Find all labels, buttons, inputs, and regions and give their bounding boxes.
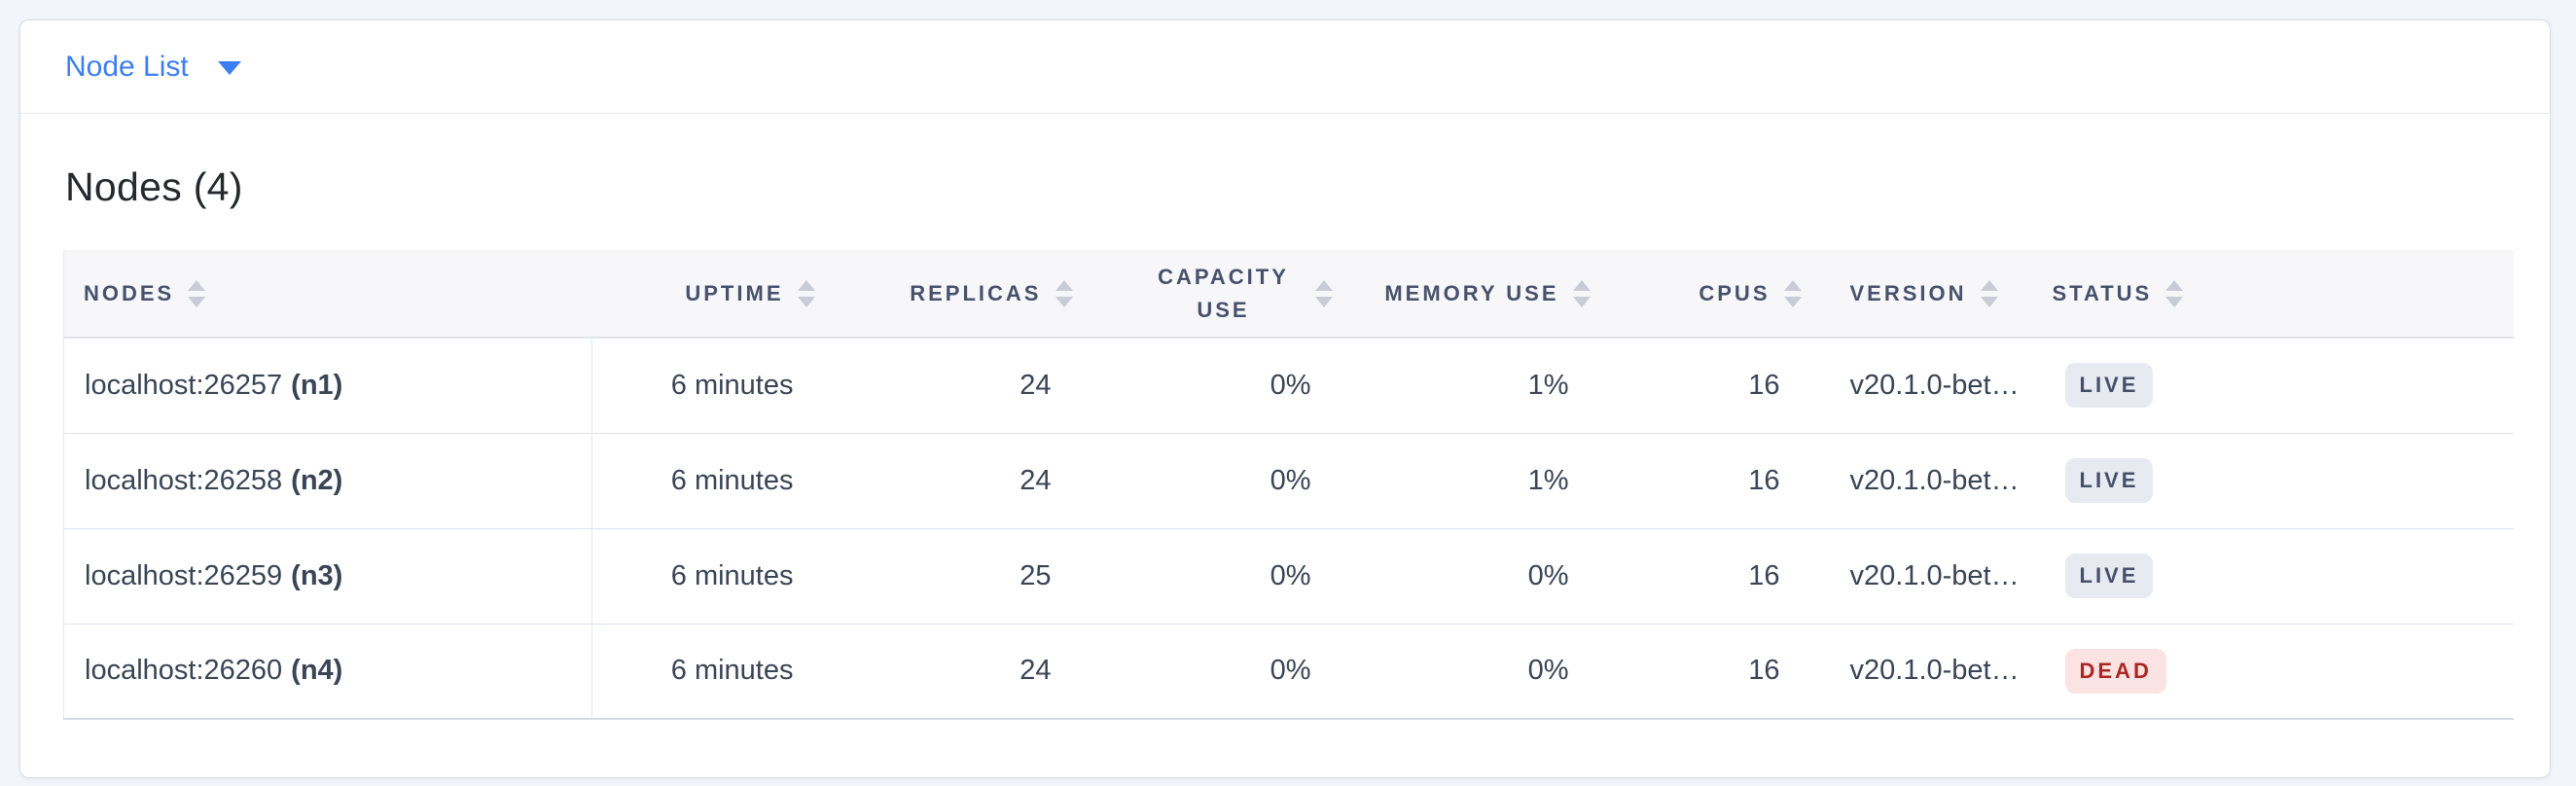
cpus-cell: 16 <box>1619 433 1831 529</box>
column-header-uptime[interactable]: UPTIME <box>591 250 844 339</box>
cpus-cell: 16 <box>1619 338 1831 434</box>
node-id: (n2) <box>291 464 343 496</box>
node-address-cell: localhost:26259 (n3) <box>63 528 592 625</box>
column-label: VERSION <box>1849 280 1967 305</box>
column-label: CAPACITY USE <box>1158 264 1289 322</box>
column-header-nodes[interactable]: NODES <box>63 250 592 339</box>
capacity-use-cell: 0% <box>1101 338 1362 434</box>
table-row: localhost:26258 (n2) 6 minutes 24 0% 1% 1… <box>63 433 2514 529</box>
status-cell: LIVE <box>2029 433 2514 529</box>
status-cell: LIVE <box>2029 338 2514 434</box>
memory-use-cell: 1% <box>1361 338 1620 434</box>
column-header-status[interactable]: STATUS <box>2029 250 2514 339</box>
column-header-replicas[interactable]: REPLICAS <box>843 250 1102 339</box>
table-row: localhost:26260 (n4) 6 minutes 24 0% 0% 1… <box>63 624 2514 720</box>
version-cell: v20.1.0-bet… <box>1830 433 2030 529</box>
column-label: UPTIME <box>685 280 784 305</box>
column-header-memory-use[interactable]: MEMORY USE <box>1361 250 1620 339</box>
nodes-title: Nodes (4) <box>65 164 243 209</box>
node-address-cell: localhost:26258 (n2) <box>63 433 592 529</box>
replicas-cell: 24 <box>843 433 1102 529</box>
cpus-cell: 16 <box>1619 528 1831 625</box>
status-badge: LIVE <box>2064 363 2154 409</box>
table-header-row: NODES UPTIME REPLICAS <box>63 250 2514 339</box>
capacity-use-cell: 0% <box>1101 433 1362 529</box>
sort-icon <box>1783 279 1802 307</box>
table-row: localhost:26257 (n1) 6 minutes 24 0% 1% 1… <box>63 338 2514 434</box>
version-cell: v20.1.0-bet… <box>1830 624 2030 720</box>
uptime-cell: 6 minutes <box>591 624 844 720</box>
node-address: localhost:26260 <box>85 655 283 687</box>
column-label: MEMORY USE <box>1384 280 1559 305</box>
column-header-capacity-use[interactable]: CAPACITY USE <box>1101 250 1362 339</box>
column-label: REPLICAS <box>910 280 1042 305</box>
status-cell: DEAD <box>2029 624 2514 720</box>
node-address: localhost:26257 <box>85 369 283 401</box>
sort-icon <box>2165 279 2184 307</box>
node-id: (n3) <box>291 559 343 591</box>
table-row: localhost:26259 (n3) 6 minutes 25 0% 0% 1… <box>63 528 2514 625</box>
memory-use-cell: 0% <box>1361 528 1620 625</box>
replicas-cell: 24 <box>843 624 1102 720</box>
status-badge: LIVE <box>2064 554 2154 598</box>
sort-icon <box>1572 279 1591 307</box>
node-list-dropdown[interactable]: Node List <box>65 50 241 83</box>
uptime-cell: 6 minutes <box>591 528 844 625</box>
status-cell: LIVE <box>2029 528 2514 625</box>
sort-icon <box>1055 279 1073 307</box>
cpus-cell: 16 <box>1619 624 1831 720</box>
column-label: STATUS <box>2052 280 2153 305</box>
version-cell: v20.1.0-bet… <box>1830 528 2030 625</box>
uptime-cell: 6 minutes <box>591 433 844 529</box>
node-id: (n4) <box>291 655 343 687</box>
memory-use-cell: 0% <box>1361 624 1620 720</box>
column-header-version[interactable]: VERSION <box>1830 250 2030 339</box>
node-list-card: Node List Nodes (4) NODES <box>19 19 2551 778</box>
node-address: localhost:26259 <box>85 559 283 591</box>
replicas-cell: 25 <box>843 528 1102 625</box>
node-address: localhost:26258 <box>85 464 283 496</box>
chevron-down-icon <box>217 61 241 75</box>
section-topbar: Node List <box>20 20 2550 114</box>
node-id: (n1) <box>291 369 343 401</box>
nodes-table: NODES UPTIME REPLICAS <box>63 250 2514 720</box>
uptime-cell: 6 minutes <box>591 338 844 434</box>
capacity-use-cell: 0% <box>1101 624 1362 720</box>
nodes-panel: Nodes (4) NODES UPTIME <box>20 114 2550 720</box>
node-address-cell: localhost:26260 (n4) <box>63 624 592 720</box>
capacity-use-cell: 0% <box>1101 528 1362 625</box>
memory-use-cell: 1% <box>1361 433 1620 529</box>
column-header-cpus[interactable]: CPUS <box>1619 250 1831 339</box>
node-list-dropdown-label: Node List <box>65 50 189 83</box>
sort-icon <box>1314 279 1333 307</box>
version-cell: v20.1.0-bet… <box>1830 338 2030 434</box>
status-badge: LIVE <box>2064 458 2154 503</box>
node-address-cell: localhost:26257 (n1) <box>63 338 592 434</box>
replicas-cell: 24 <box>843 338 1102 434</box>
column-label: NODES <box>84 280 175 305</box>
column-label: CPUS <box>1699 280 1771 305</box>
sort-icon <box>188 279 206 307</box>
status-badge: DEAD <box>2064 648 2166 694</box>
sort-icon <box>1980 279 1998 307</box>
sort-icon <box>797 279 815 307</box>
